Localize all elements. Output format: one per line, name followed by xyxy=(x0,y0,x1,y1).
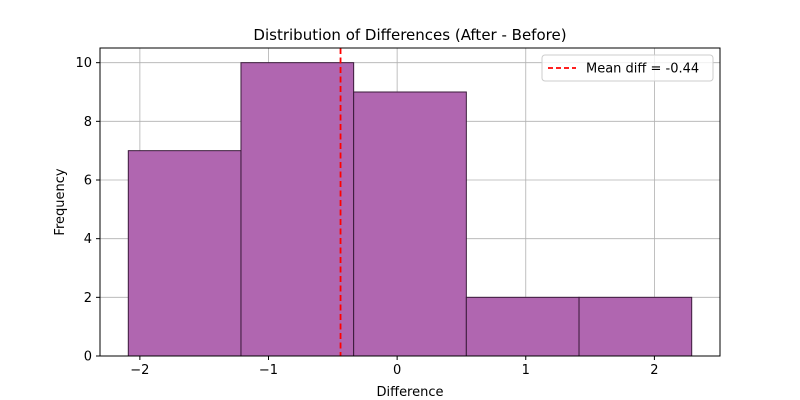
x-axis-ticks: −2 −1 0 1 2 xyxy=(130,356,659,378)
y-axis-label: Frequency xyxy=(53,168,68,235)
y-tick-label: 8 xyxy=(84,115,92,130)
histogram-bar xyxy=(578,296,693,357)
histogram-bar xyxy=(353,91,467,357)
histogram-bar xyxy=(465,296,580,357)
x-tick-label: 0 xyxy=(393,363,401,378)
y-tick-label: 6 xyxy=(84,174,92,189)
legend: Mean diff = -0.44 xyxy=(541,54,714,82)
y-tick-label: 2 xyxy=(84,291,92,306)
plot-frame xyxy=(99,47,721,357)
histogram-bars xyxy=(127,62,693,357)
y-tick-label: 4 xyxy=(84,232,92,247)
y-axis-ticks: 0 2 4 6 8 10 xyxy=(75,56,100,365)
x-tick-label: 2 xyxy=(650,363,658,378)
legend-mean-label: Mean diff = -0.44 xyxy=(586,62,699,77)
x-tick-label: 1 xyxy=(522,363,530,378)
x-tick-label: −2 xyxy=(130,363,149,378)
chart-title: Distribution of Differences (After - Bef… xyxy=(253,26,566,44)
x-axis-label: Difference xyxy=(376,385,443,400)
y-tick-label: 0 xyxy=(84,350,92,365)
histogram-bar xyxy=(240,62,355,357)
legend-box xyxy=(541,54,714,82)
x-tick-label: −1 xyxy=(259,363,278,378)
y-tick-label: 10 xyxy=(75,56,92,71)
histogram-bar xyxy=(127,150,242,357)
